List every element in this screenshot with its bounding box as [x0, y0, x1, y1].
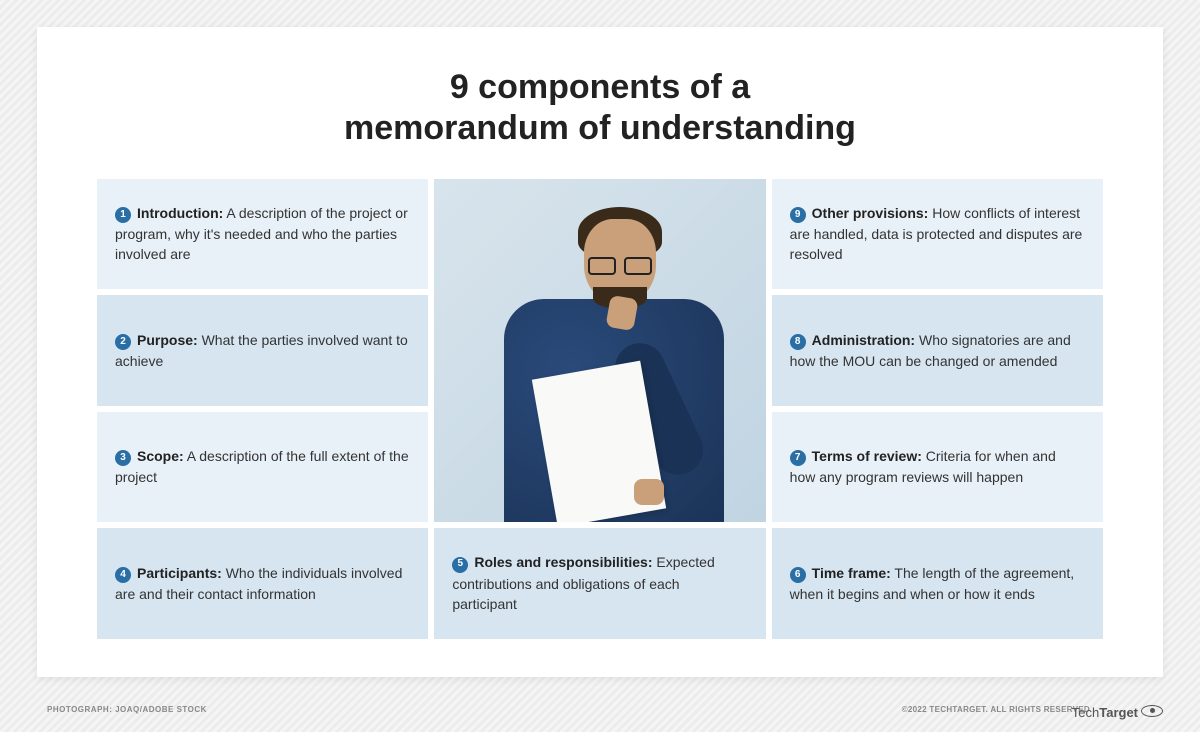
term-6: Time frame:	[812, 565, 891, 581]
component-3-scope: 3Scope: A description of the full extent…	[97, 412, 428, 523]
badge-1: 1	[115, 207, 131, 223]
component-7-terms-of-review: 7Terms of review: Criteria for when and …	[772, 412, 1103, 523]
center-photograph	[434, 179, 765, 523]
badge-5: 5	[452, 557, 468, 573]
title-line-1: 9 components of a	[450, 68, 750, 106]
eye-icon	[1141, 705, 1163, 717]
term-1: Introduction:	[137, 205, 223, 221]
component-6-time-frame: 6Time frame: The length of the agreement…	[772, 528, 1103, 639]
component-8-administration: 8Administration: Who signatories are and…	[772, 295, 1103, 406]
badge-3: 3	[115, 450, 131, 466]
term-8: Administration:	[812, 332, 915, 348]
component-2-purpose: 2Purpose: What the parties involved want…	[97, 295, 428, 406]
infographic-title: 9 components of a memorandum of understa…	[97, 67, 1103, 149]
component-1-introduction: 1Introduction: A description of the proj…	[97, 179, 428, 290]
logo-suffix: Target	[1099, 705, 1138, 720]
badge-6: 6	[790, 567, 806, 583]
photo-credit: PHOTOGRAPH: JOAQ/ADOBE STOCK	[47, 705, 207, 714]
badge-4: 4	[115, 567, 131, 583]
badge-2: 2	[115, 334, 131, 350]
term-2: Purpose:	[137, 332, 198, 348]
term-7: Terms of review:	[812, 448, 922, 464]
logo-prefix: Tech	[1072, 705, 1099, 720]
infographic-card: 9 components of a memorandum of understa…	[37, 27, 1163, 677]
title-line-2: memorandum of understanding	[344, 109, 856, 147]
person-illustration	[434, 179, 765, 523]
badge-9: 9	[790, 207, 806, 223]
component-9-other-provisions: 9Other provisions: How conflicts of inte…	[772, 179, 1103, 290]
component-5-roles-responsibilities: 5Roles and responsibilities: Expected co…	[434, 528, 765, 639]
techtarget-logo: TechTarget	[1072, 705, 1163, 720]
term-9: Other provisions:	[812, 205, 929, 221]
badge-7: 7	[790, 450, 806, 466]
copyright-text: ©2022 TECHTARGET. ALL RIGHTS RESERVED	[902, 705, 1090, 714]
badge-8: 8	[790, 334, 806, 350]
component-4-participants: 4Participants: Who the individuals invol…	[97, 528, 428, 639]
term-5: Roles and responsibilities:	[474, 554, 652, 570]
components-grid: 1Introduction: A description of the proj…	[97, 179, 1103, 639]
term-3: Scope:	[137, 448, 184, 464]
term-4: Participants:	[137, 565, 222, 581]
